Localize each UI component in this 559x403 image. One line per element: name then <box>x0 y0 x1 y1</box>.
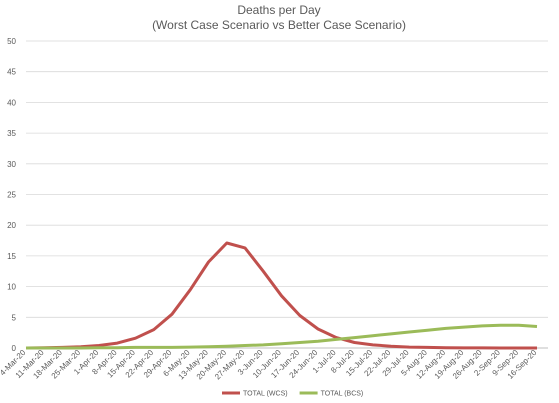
legend-label: TOTAL (WCS) <box>243 391 288 398</box>
y-tick-label: 50 <box>7 37 16 46</box>
y-tick-label: 35 <box>7 129 16 138</box>
chart-subtitle: (Worst Case Scenario vs Better Case Scen… <box>152 18 406 32</box>
series-line <box>26 323 538 350</box>
y-tick-label: 40 <box>7 98 16 107</box>
chart-title: Deaths per Day <box>237 3 320 17</box>
y-tick-label: 30 <box>7 160 16 169</box>
legend-label: TOTAL (BCS) <box>321 391 364 398</box>
series-line <box>25 241 537 350</box>
y-tick-label: 20 <box>7 221 16 230</box>
y-tick-label: 0 <box>12 344 17 353</box>
y-tick-label: 45 <box>7 68 16 77</box>
y-tick-label: 10 <box>7 283 16 292</box>
y-tick-label: 5 <box>12 313 17 322</box>
y-tick-label: 25 <box>7 191 16 200</box>
y-tick-label: 15 <box>7 252 16 261</box>
